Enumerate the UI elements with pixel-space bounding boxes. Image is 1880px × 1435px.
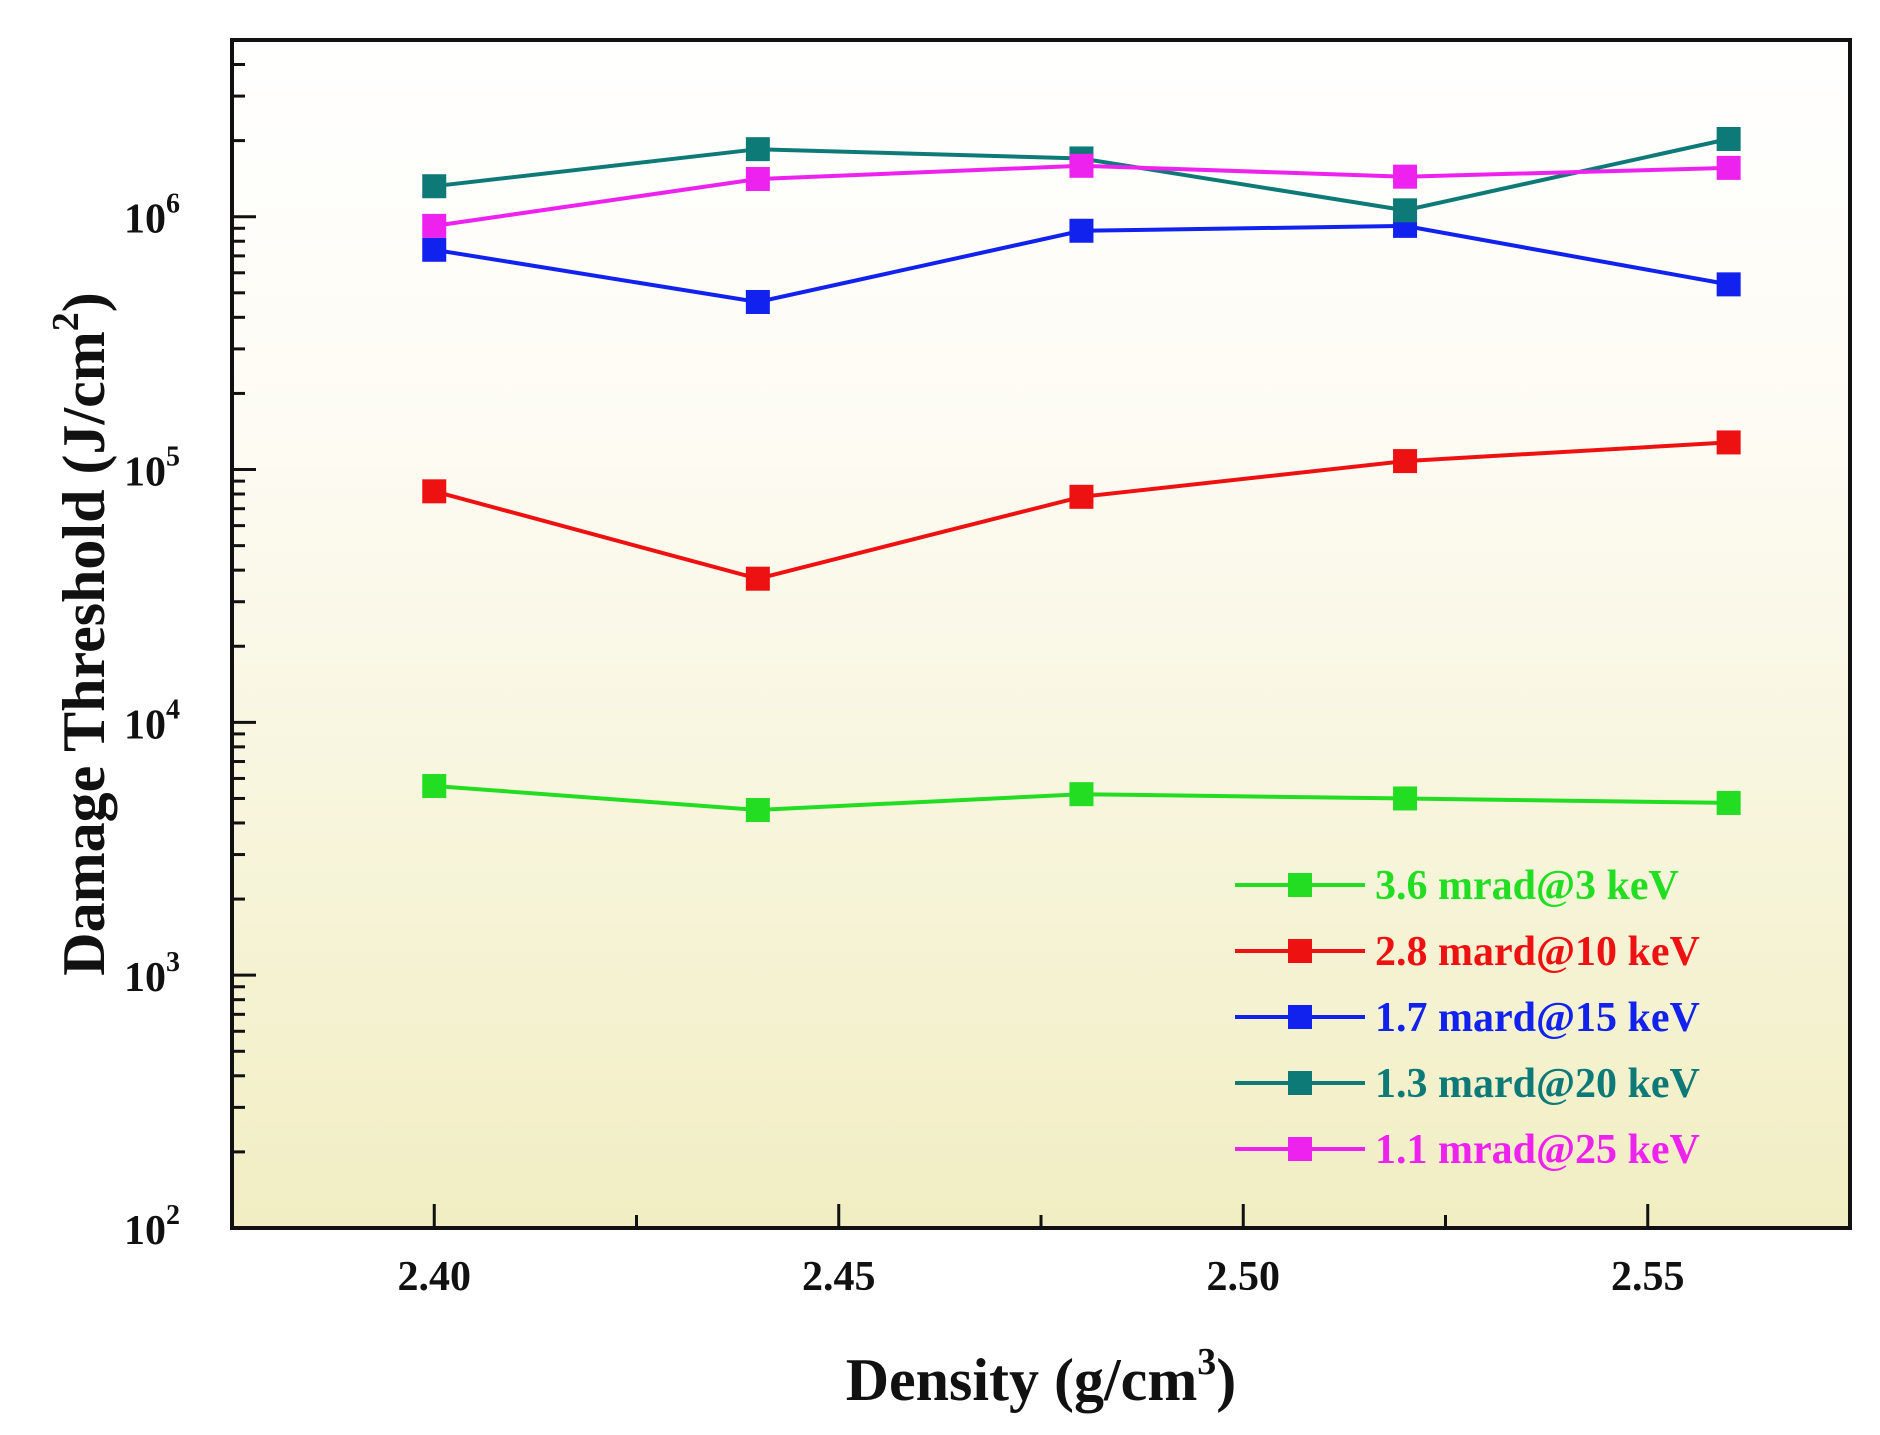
series-marker [1716, 272, 1741, 297]
series-marker [422, 774, 447, 799]
x-tick-label: 2.40 [398, 1254, 472, 1300]
y-tick-label: 102 [124, 1200, 180, 1254]
y-axis-title-text: Damage Threshold (J/cm [51, 331, 117, 975]
x-axis-title-superscript: 3 [1197, 1341, 1216, 1383]
series-marker [422, 237, 447, 262]
x-tick-label: 2.50 [1207, 1254, 1281, 1300]
series-marker [422, 479, 447, 504]
series-marker [1393, 786, 1418, 811]
legend-item-3: 1.7 mard@15 keV [1235, 995, 1700, 1041]
series-marker [1716, 430, 1741, 455]
series-marker [1716, 155, 1741, 180]
legend-label: 1.3 mard@20 keV [1375, 1061, 1700, 1107]
series-marker [1393, 198, 1418, 223]
y-tick-label: 106 [124, 189, 180, 243]
y-tick-label-exponent: 2 [166, 1200, 180, 1231]
x-axis-title-text: Density (g/cm [846, 1347, 1198, 1413]
x-tick-label: 2.45 [802, 1254, 876, 1300]
legend: 3.6 mrad@3 keV 2.8 mard@10 keV 1.7 mard@15… [1235, 863, 1700, 1173]
legend-marker [1288, 1071, 1312, 1095]
series-marker [1069, 484, 1094, 509]
legend-label: 1.1 mrad@25 keV [1375, 1127, 1700, 1173]
series-marker [1716, 126, 1741, 151]
series-marker [745, 166, 770, 191]
series-2 [422, 430, 1741, 591]
y-tick-label-base: 10 [124, 450, 166, 496]
series-1 [422, 774, 1741, 823]
series-layer [422, 126, 1741, 823]
series-marker [1069, 153, 1094, 178]
series-marker [745, 137, 770, 162]
x-axis-ticks: 2.40 2.45 2.50 2.55 [398, 1204, 1852, 1300]
y-tick-label-exponent: 6 [166, 189, 180, 220]
series-marker [1393, 164, 1418, 189]
y-tick-label-exponent: 4 [166, 694, 180, 725]
series-4 [422, 126, 1741, 223]
y-axis-title-superscript: 2 [45, 312, 87, 331]
legend-item-2: 2.8 mard@10 keV [1235, 929, 1700, 975]
series-marker [1716, 790, 1741, 815]
legend-label: 1.7 mard@15 keV [1375, 995, 1700, 1041]
series-marker [1393, 449, 1418, 474]
legend-item-4: 1.3 mard@20 keV [1235, 1061, 1700, 1107]
x-tick-label: 2.55 [1611, 1254, 1685, 1300]
legend-label: 2.8 mard@10 keV [1375, 929, 1700, 975]
legend-marker [1288, 1005, 1312, 1029]
series-marker [745, 566, 770, 591]
y-tick-label: 105 [124, 442, 180, 496]
legend-item-5: 1.1 mrad@25 keV [1235, 1127, 1700, 1173]
y-tick-label-base: 10 [124, 955, 166, 1001]
y-tick-label-base: 10 [124, 1208, 166, 1254]
y-tick-label-base: 10 [124, 702, 166, 748]
series-marker [422, 174, 447, 199]
x-axis-title-suffix: ) [1216, 1347, 1236, 1413]
legend-item-1: 3.6 mrad@3 keV [1235, 863, 1679, 909]
legend-marker [1288, 1137, 1312, 1161]
y-axis-title: Damage Threshold (J/cm2) [45, 292, 117, 975]
legend-marker [1288, 873, 1312, 897]
x-axis-title: Density (g/cm3) [846, 1341, 1237, 1413]
y-tick-label: 104 [124, 694, 180, 748]
series-marker [745, 289, 770, 314]
y-tick-label-exponent: 5 [166, 442, 180, 473]
series-marker [1069, 782, 1094, 807]
y-tick-label-exponent: 3 [166, 947, 180, 978]
y-tick-label: 103 [124, 947, 180, 1001]
plot-frame [230, 38, 1852, 1230]
legend-label: 3.6 mrad@3 keV [1375, 863, 1679, 909]
series-5 [422, 153, 1741, 238]
y-tick-label-base: 10 [124, 197, 166, 243]
y-axis-title-suffix: ) [51, 292, 117, 312]
series-marker [745, 798, 770, 823]
series-marker [422, 213, 447, 238]
series-marker [1069, 218, 1094, 243]
legend-marker [1288, 939, 1312, 963]
